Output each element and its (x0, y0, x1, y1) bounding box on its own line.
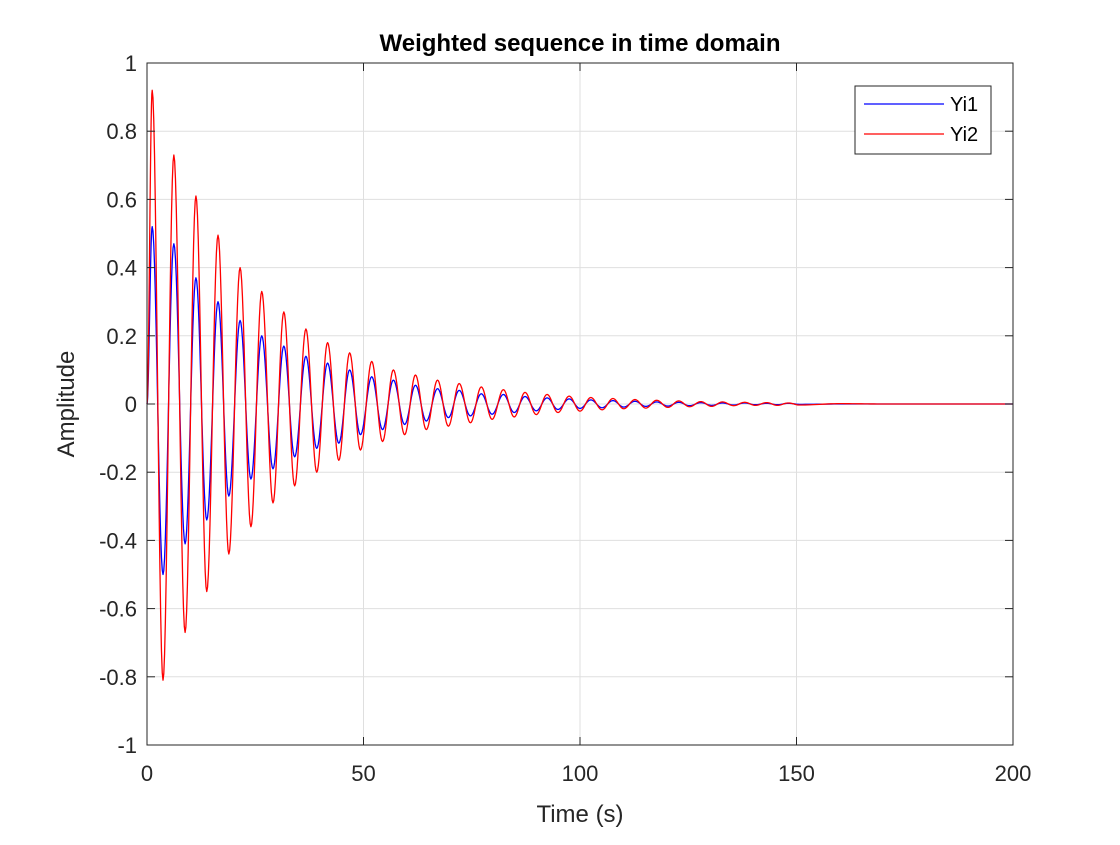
y-tick-label: 0 (125, 392, 137, 417)
legend-label-yi2: Yi2 (950, 124, 978, 146)
y-tick-label: 0.6 (106, 187, 137, 212)
y-tick-label: -0.8 (99, 665, 137, 690)
legend-label-yi1: Yi1 (950, 94, 978, 116)
legend-box (854, 85, 992, 155)
y-tick-label: -0.4 (99, 528, 137, 553)
x-tick-label: 150 (778, 761, 815, 786)
series-line-yi2 (146, 89, 1013, 681)
series-layer (146, 89, 1013, 681)
legend: Yi1 Yi2 (854, 85, 992, 155)
y-tick-label: 0.4 (106, 256, 137, 281)
x-tick-label: 50 (351, 761, 375, 786)
y-tick-label: 1 (125, 51, 137, 76)
ticks-layer: 0 50 100 150 200 -1 -0.8 -0.6 -0.4 -0.2 0 0.2 0.4 0.6… (99, 51, 1031, 786)
chart-title: Weighted sequence in time domain (380, 30, 781, 57)
x-tick-label: 100 (562, 761, 599, 786)
y-tick-label: 0.2 (106, 324, 137, 349)
y-tick-label: 0.8 (106, 119, 137, 144)
x-axis-label: Time (s) (536, 801, 623, 828)
x-tick-label: 0 (141, 761, 153, 786)
y-tick-label: -1 (117, 733, 137, 758)
y-tick-label: -0.2 (99, 460, 137, 485)
y-tick-label: -0.6 (99, 597, 137, 622)
x-tick-label: 200 (995, 761, 1032, 786)
y-axis-label: Amplitude (53, 351, 80, 458)
